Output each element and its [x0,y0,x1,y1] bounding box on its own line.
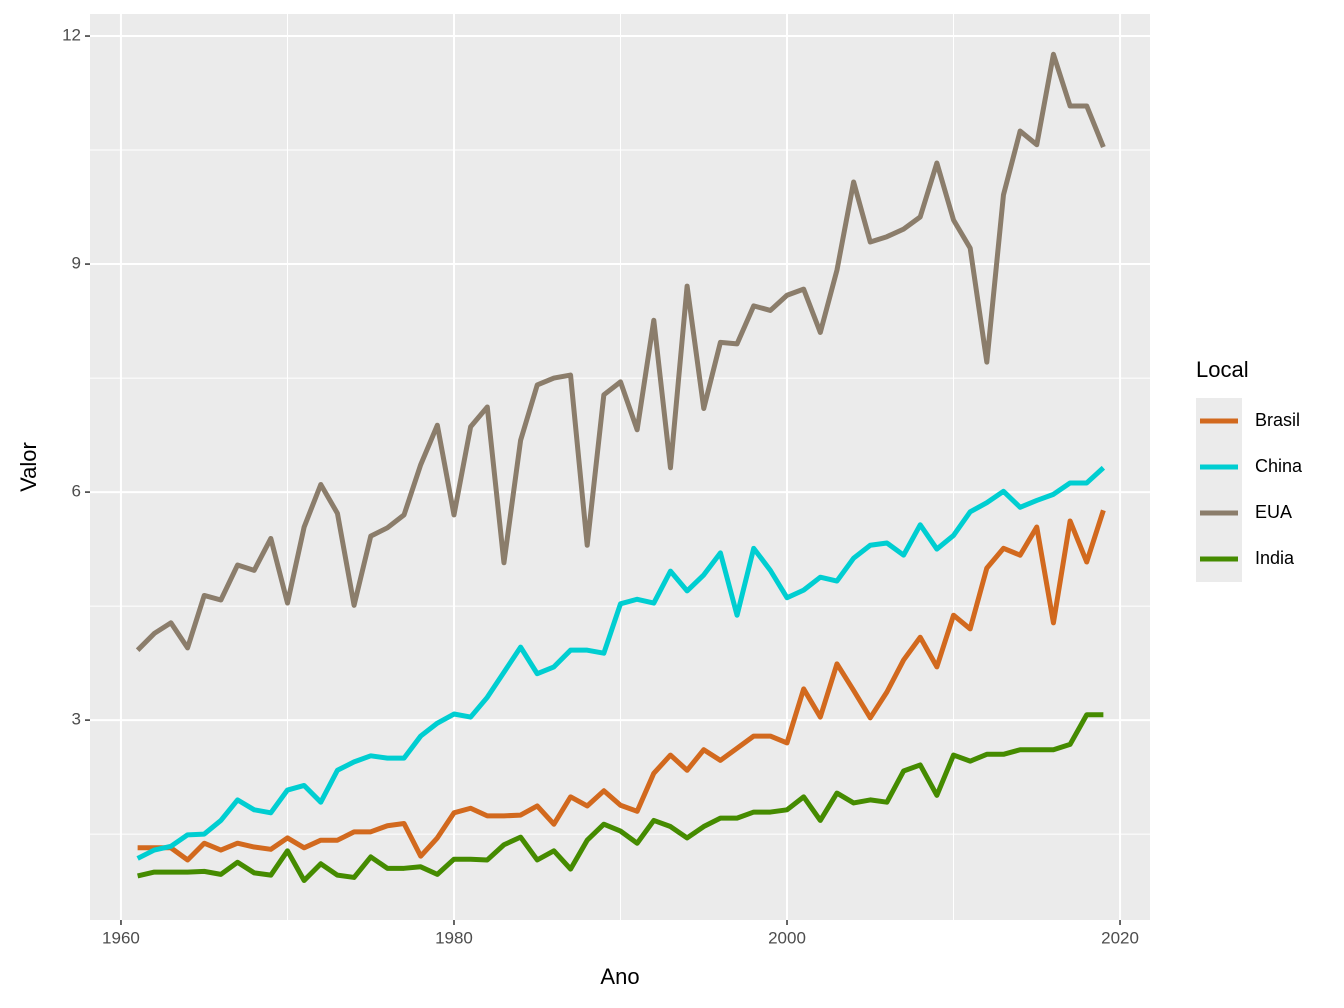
y-axis-title: Valor [16,442,41,492]
x-tick-label: 1960 [102,928,140,947]
x-tick-label: 2000 [768,928,806,947]
series-line [135,51,1106,652]
legend-label: India [1255,548,1295,568]
y-tick-label: 12 [62,26,81,45]
series-line [137,712,1104,883]
legend-label: China [1255,456,1303,476]
legend-label: EUA [1255,502,1292,522]
y-tick-label: 6 [72,482,81,501]
legend-title: Local [1196,357,1249,382]
x-axis-title: Ano [600,964,639,989]
x-tick-label: 1980 [435,928,473,947]
legend-label: Brasil [1255,410,1300,430]
y-tick-label: 9 [72,254,81,273]
series-line [137,509,1106,863]
y-tick-label: 3 [72,710,81,729]
x-tick-label: 2020 [1101,928,1139,947]
series-line [136,465,1106,861]
